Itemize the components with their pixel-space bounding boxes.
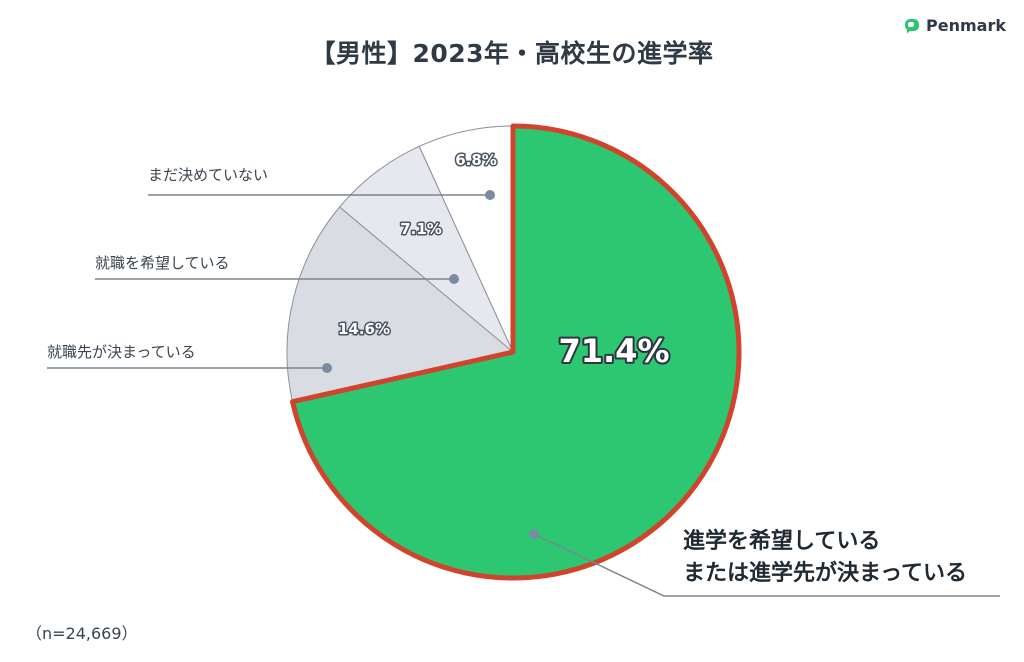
slice-label-4: まだ決めていない	[148, 166, 268, 184]
slice-value-label-3: 7.1%	[400, 220, 442, 238]
sample-size-note: （n=24,669）	[26, 624, 138, 643]
slice-label-1-line-2: または進学先が決まっている	[683, 560, 967, 586]
pie-slice-3	[338, 145, 514, 353]
penmark-logo-icon	[905, 18, 920, 33]
slice-value-label-4: 6.8%	[455, 151, 497, 169]
slice-label-1-line-1: 進学を希望している	[683, 528, 880, 554]
leader-dot-4	[485, 190, 495, 200]
pie-slice-2	[286, 206, 515, 403]
slice-label-2: 就職先が決まっている	[47, 343, 196, 361]
slice-value-label-1: 71.4%	[558, 332, 669, 370]
slice-label-3: 就職を希望している	[95, 254, 230, 272]
chart-title: 【男性】2023年・高校生の進学率	[310, 39, 714, 68]
brand-logo: Penmark	[904, 16, 1006, 35]
leader-dot-3	[449, 274, 459, 284]
leader-dot-2	[322, 363, 332, 373]
brand-name: Penmark	[926, 16, 1006, 35]
pie-slice-1	[290, 123, 742, 581]
slice-value-label-2: 14.6%	[338, 320, 390, 338]
leader-line-1	[533, 533, 1000, 597]
leader-dot-1	[529, 529, 539, 539]
